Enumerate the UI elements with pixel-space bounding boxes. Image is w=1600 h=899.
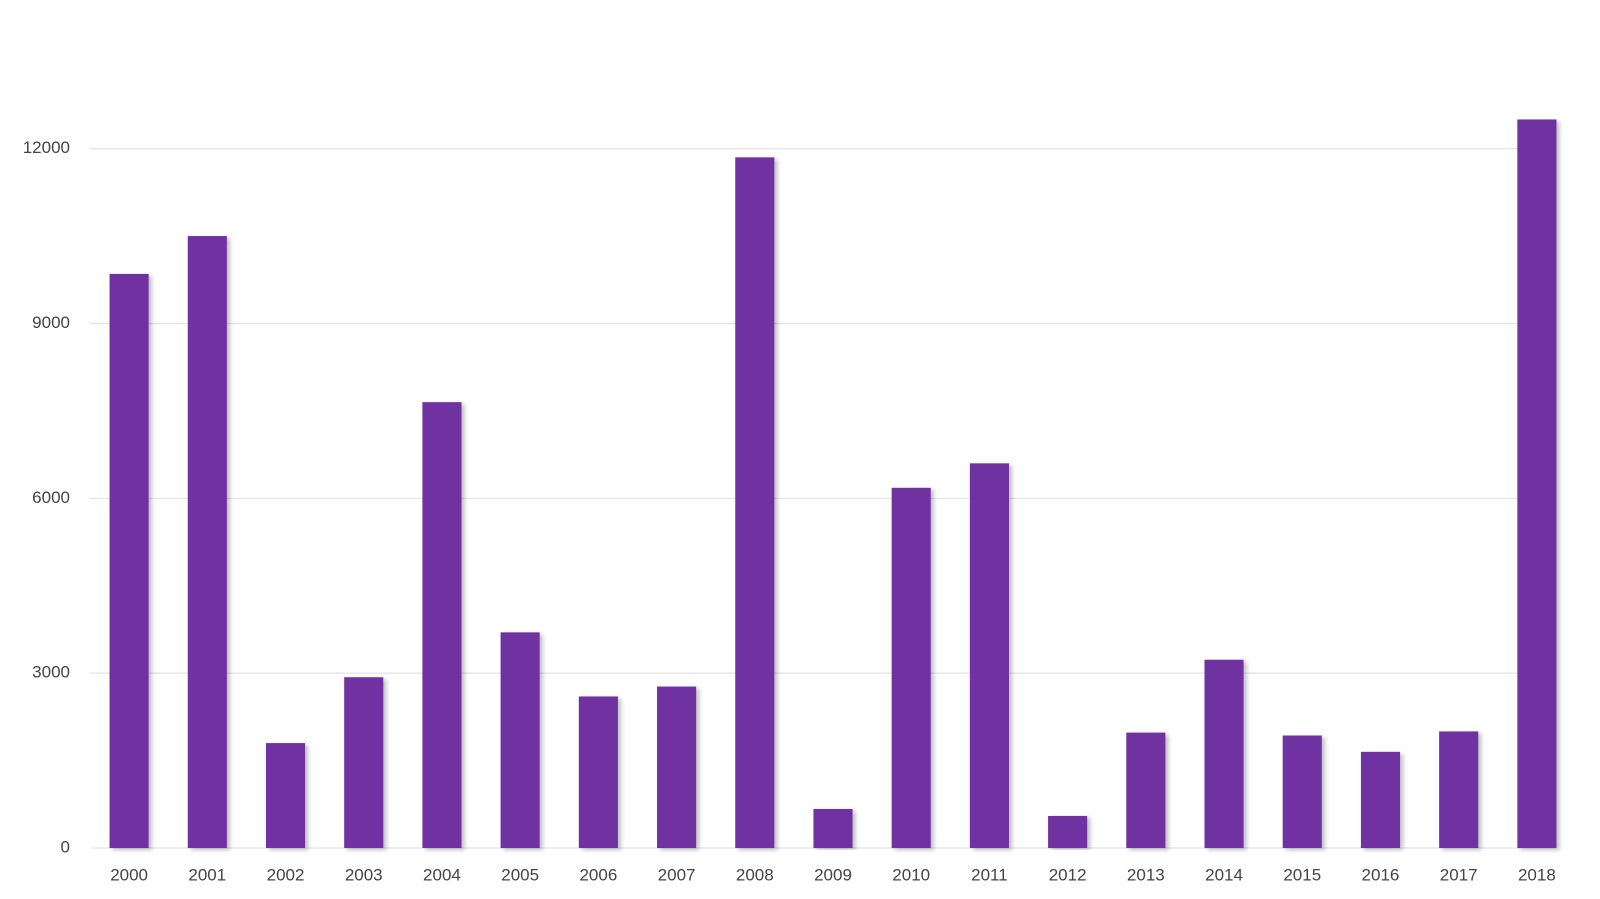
x-tick-label: 2009 (814, 865, 852, 884)
bar (344, 677, 384, 848)
x-tick-label: 2013 (1127, 865, 1165, 884)
y-tick-label: 0 (61, 837, 70, 856)
x-tick-label: 2001 (188, 865, 226, 884)
bar (735, 157, 775, 848)
bar (578, 696, 618, 848)
bar (1204, 659, 1244, 848)
bar (109, 273, 149, 848)
bar (657, 686, 697, 848)
bar (891, 487, 931, 848)
y-tick-label: 12000 (23, 138, 70, 157)
bar (1439, 731, 1479, 848)
x-tick-label: 2014 (1205, 865, 1243, 884)
x-tick-label: 2011 (971, 865, 1008, 884)
x-tick-label: 2016 (1362, 865, 1400, 884)
x-tick-label: 2002 (267, 865, 305, 884)
bar (813, 808, 853, 848)
y-tick-label: 3000 (32, 663, 70, 682)
x-tick-label: 2007 (658, 865, 696, 884)
bar (422, 402, 462, 848)
bar (969, 463, 1009, 848)
x-tick-label: 2018 (1518, 865, 1556, 884)
x-tick-label: 2008 (736, 865, 774, 884)
y-tick-label: 6000 (32, 488, 70, 507)
bar (1282, 735, 1322, 848)
x-tick-label: 2003 (345, 865, 383, 884)
bar (265, 743, 306, 848)
x-tick-label: 2006 (579, 865, 617, 884)
bar (1360, 751, 1401, 848)
bar (1517, 119, 1557, 848)
bar (1126, 732, 1166, 848)
x-tick-label: 2005 (501, 865, 539, 884)
x-tick-label: 2010 (892, 865, 930, 884)
x-tick-label: 2017 (1440, 865, 1478, 884)
x-tick-label: 2015 (1283, 865, 1321, 884)
bar (1048, 815, 1088, 848)
x-tick-label: 2004 (423, 865, 461, 884)
x-tick-label: 2012 (1049, 865, 1087, 884)
bar (187, 236, 227, 848)
y-tick-label: 9000 (32, 313, 70, 332)
x-tick-label: 2000 (110, 865, 148, 884)
bar (500, 632, 540, 848)
